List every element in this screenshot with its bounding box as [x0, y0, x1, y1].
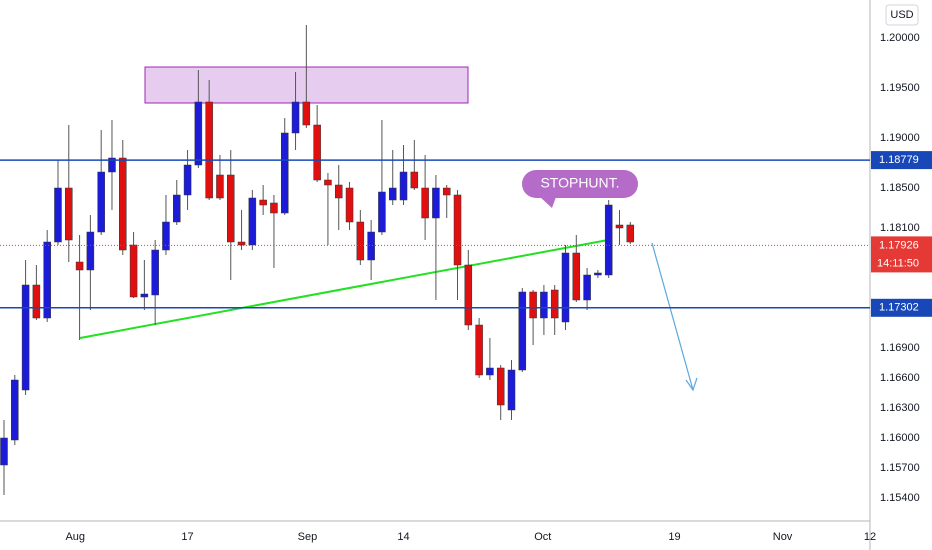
callout-text: STOPHUNT. — [540, 175, 619, 191]
candle-body — [432, 187, 440, 219]
last-price-badge — [871, 236, 932, 273]
candle-body — [237, 241, 246, 246]
candle-body — [173, 194, 181, 223]
candle-body — [615, 224, 624, 229]
candle-body — [388, 187, 397, 201]
candle-body — [291, 101, 300, 134]
arrow-shaft — [651, 242, 694, 391]
candle-body — [324, 179, 332, 186]
level-price-label: 1.17302 — [879, 302, 919, 314]
candle-body — [270, 202, 278, 214]
y-tick-label: 1.19500 — [880, 82, 920, 94]
candle-body — [399, 171, 408, 201]
y-tick-label: 1.18500 — [880, 182, 920, 194]
candle-body — [540, 291, 548, 319]
candle-body — [97, 171, 105, 233]
y-tick-label: 1.16000 — [880, 432, 920, 444]
x-tick-label: Oct — [534, 531, 551, 543]
callout-bubble — [522, 170, 638, 198]
arrow-head — [685, 377, 698, 392]
candle-body — [334, 184, 343, 199]
candle-body — [140, 293, 149, 298]
y-tick-label: 1.19000 — [880, 132, 920, 144]
candle-body — [442, 187, 451, 196]
x-tick-label: 14 — [397, 531, 409, 543]
candle-body — [302, 101, 311, 126]
candle-body — [550, 289, 559, 319]
level-price-badge — [871, 298, 932, 317]
candle-body — [119, 157, 127, 251]
candle-body — [367, 231, 375, 261]
x-tick-label: 12 — [864, 531, 876, 543]
candle-body — [75, 261, 84, 271]
candle-body — [496, 367, 505, 406]
candle-body — [21, 284, 30, 391]
x-tick-label: 19 — [668, 531, 680, 543]
candle-body — [183, 164, 192, 196]
time-axis — [0, 521, 932, 550]
level-price-badge — [871, 151, 932, 170]
y-tick-label: 1.16600 — [880, 372, 920, 384]
candle-body — [345, 187, 354, 223]
y-tick-label: 1.18100 — [880, 222, 920, 234]
candle-body — [572, 252, 581, 301]
candle-body — [453, 194, 462, 266]
currency-label: USD — [890, 9, 913, 21]
y-tick-label: 1.15700 — [880, 462, 920, 474]
candle-body — [86, 231, 95, 271]
candle-body — [475, 324, 483, 376]
countdown-label: 14:11:50 — [877, 257, 919, 269]
y-tick-label: 1.16900 — [880, 342, 920, 354]
candle-body — [594, 272, 602, 276]
candle-body — [356, 221, 365, 261]
candle-body — [151, 249, 159, 296]
candle-body — [529, 291, 537, 319]
candle-body — [205, 101, 213, 199]
candle-body — [280, 132, 289, 214]
candle-body — [421, 187, 429, 219]
candle-body — [11, 379, 19, 441]
candle-body — [43, 241, 51, 319]
x-tick-label: 17 — [181, 531, 193, 543]
candle-body — [227, 174, 235, 243]
candle-body — [464, 264, 473, 326]
candle-body — [162, 221, 170, 251]
callout-tail — [540, 197, 556, 208]
candle-body — [108, 157, 116, 173]
last-price-label: 1.17926 — [879, 239, 919, 251]
candle-body — [216, 174, 224, 199]
candle-body — [259, 199, 267, 206]
candle-body — [32, 284, 41, 319]
candle-body — [518, 291, 527, 371]
callout: STOPHUNT. — [522, 170, 638, 208]
candle-body — [129, 244, 138, 298]
candle-body — [561, 252, 570, 323]
candle-body — [0, 437, 8, 466]
currency-badge[interactable] — [885, 4, 919, 26]
forecast-arrow — [651, 242, 698, 392]
candle-body — [54, 187, 62, 243]
level-price-label: 1.18779 — [879, 154, 919, 166]
candle-body — [313, 124, 321, 181]
candle-body — [583, 274, 591, 301]
x-tick-label: Aug — [65, 531, 85, 543]
candle-body — [65, 187, 73, 241]
price-axis — [870, 0, 932, 550]
y-tick-label: 1.16300 — [880, 402, 920, 414]
candle-body — [626, 224, 635, 243]
candle-body — [378, 191, 386, 233]
y-tick-label: 1.15400 — [880, 492, 920, 504]
candle-body — [486, 367, 494, 376]
x-tick-label: Sep — [298, 531, 318, 543]
x-tick-label: Nov — [773, 531, 793, 543]
y-tick-label: 1.20000 — [880, 32, 920, 44]
candle-body — [410, 171, 419, 189]
candles — [0, 25, 635, 495]
candle-body — [248, 197, 257, 246]
candle-body — [604, 204, 613, 276]
candle-body — [507, 369, 516, 411]
trendline — [79, 239, 609, 339]
candle-body — [194, 101, 203, 166]
